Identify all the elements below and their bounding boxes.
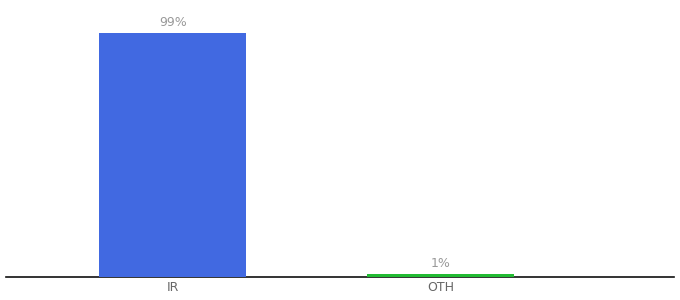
Text: 1%: 1% [430,257,450,270]
Text: 99%: 99% [159,16,186,29]
Bar [99,33,246,277]
Bar [367,274,514,277]
